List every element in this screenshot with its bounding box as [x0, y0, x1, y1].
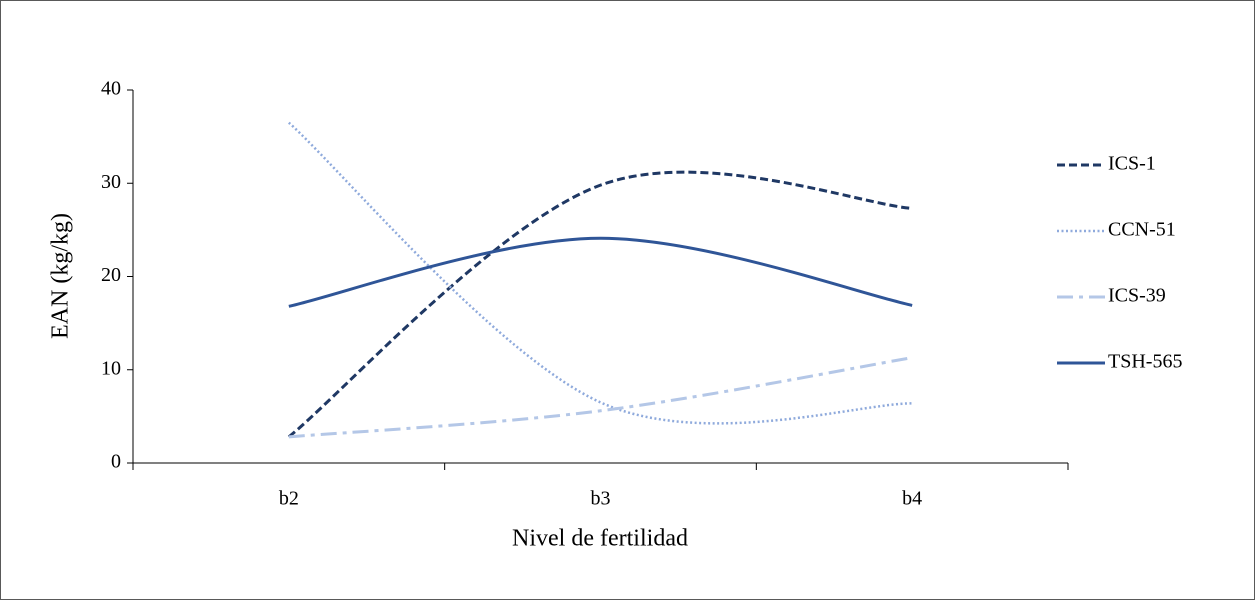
y-tick-label: 40	[101, 78, 121, 100]
y-tick-label: 30	[101, 171, 121, 193]
y-tick-label: 10	[101, 357, 121, 379]
legend-label: ICS-39	[1108, 285, 1166, 307]
legend-label: CCN-51	[1108, 219, 1176, 241]
series-line	[287, 170, 913, 439]
series-line	[288, 356, 913, 439]
y-tick-label: 20	[101, 264, 121, 286]
y-tick-label: 0	[111, 451, 121, 473]
x-tick-label: b3	[591, 488, 611, 510]
x-tick-label: b4	[902, 488, 922, 510]
x-tick-label: b2	[279, 488, 299, 510]
legend-label: TSH-565	[1108, 351, 1182, 373]
y-axis-label: EAN (kg/kg)	[48, 213, 74, 339]
x-axis-label: Nivel de fertilidad	[512, 526, 688, 552]
legend-label: ICS-1	[1108, 153, 1156, 175]
series-line	[287, 121, 913, 425]
series-line	[288, 236, 913, 308]
